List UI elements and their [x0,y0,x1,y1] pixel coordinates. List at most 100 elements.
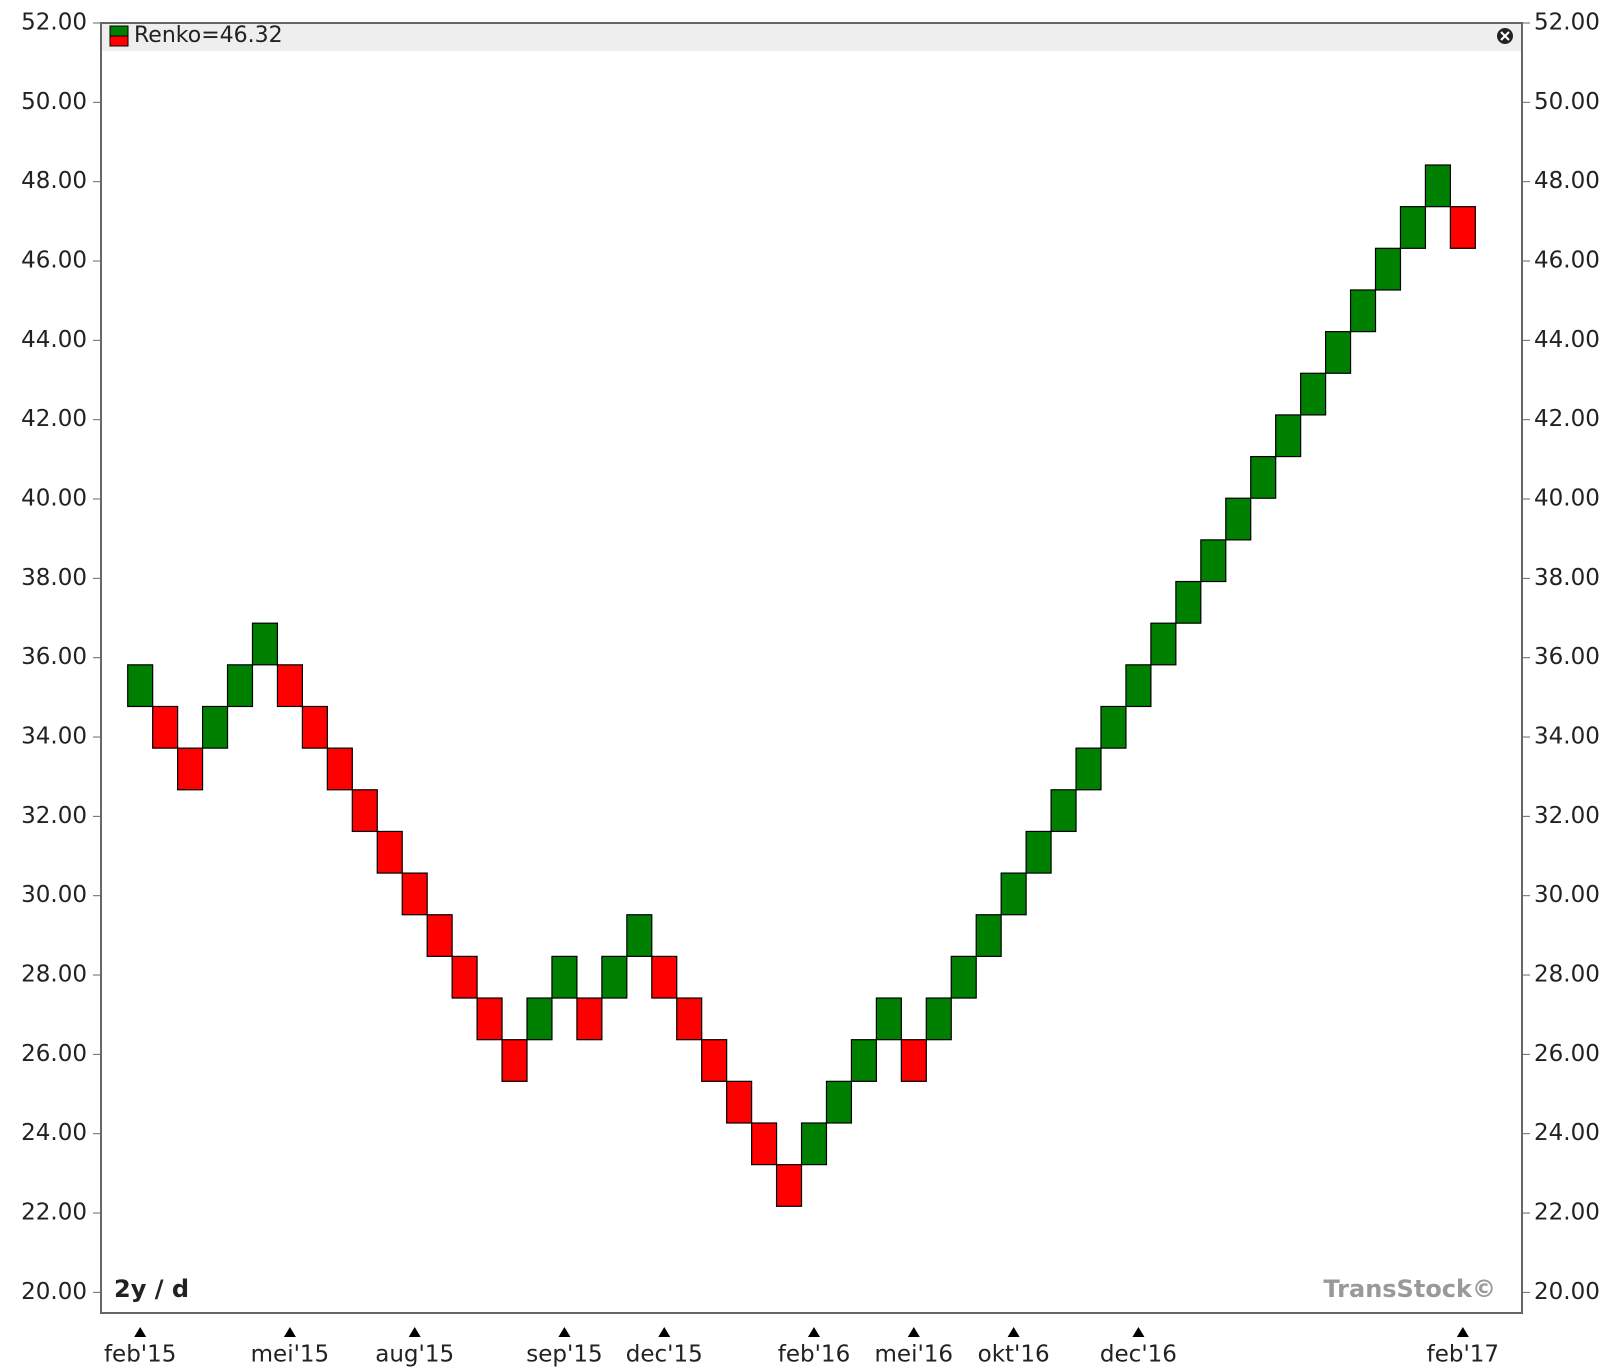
x-tick-marker [1007,1327,1020,1337]
renko-brick [1025,830,1052,874]
y-tick-label-right: 42.00 [1534,406,1600,432]
renko-brick [1125,664,1152,708]
y-tick-label-right: 50.00 [1534,89,1600,115]
renko-brick [127,664,154,708]
x-tick-label: feb'16 [778,1342,850,1368]
renko-brick [1300,372,1327,416]
x-tick-marker [807,1327,820,1337]
x-tick-label: mei'16 [875,1342,954,1368]
renko-brick [925,997,952,1041]
y-tick-label-left: 36.00 [21,644,87,670]
y-tick-label-left: 44.00 [21,327,87,353]
renko-brick [251,622,279,666]
y-tick-label-left: 20.00 [21,1279,87,1305]
legend-label: Renko=46.32 [134,23,283,48]
renko-brick [376,830,403,874]
x-tick-marker [1132,1327,1145,1337]
y-tick-label-right: 32.00 [1534,803,1600,829]
y-tick-label-left: 46.00 [21,248,87,274]
renko-brick [1424,164,1451,208]
watermark: TransStock© [1323,1275,1496,1303]
legend-down-swatch [109,35,129,47]
renko-brick [401,872,428,916]
renko-brick [201,705,229,749]
renko-brick [1050,789,1077,833]
x-tick-label: dec'16 [1100,1342,1177,1368]
y-tick-label-right: 22.00 [1534,1200,1600,1226]
renko-brick [576,997,603,1041]
renko-brick [701,1039,728,1082]
renko-brick [301,705,328,749]
x-tick-label: sep'15 [526,1342,602,1368]
renko-brick [1275,414,1302,458]
renko-brick [1449,206,1476,249]
x-tick-label: mei'15 [251,1342,330,1368]
y-tick-label-left: 52.00 [21,10,87,36]
y-tick-label-left: 42.00 [21,406,87,432]
x-tick-label: dec'15 [626,1342,703,1368]
renko-brick [426,914,453,957]
y-tick-label-left: 26.00 [21,1041,87,1067]
renko-brick [476,997,503,1041]
x-tick-label: feb'17 [1427,1342,1499,1368]
y-tick-label-left: 28.00 [21,962,87,988]
renko-brick [177,747,204,791]
x-tick-label: feb'15 [104,1342,176,1368]
x-tick-marker [283,1327,296,1337]
y-tick-label-right: 40.00 [1534,486,1600,512]
y-tick-label-right: 20.00 [1534,1279,1600,1305]
renko-brick [775,1164,803,1207]
renko-brick [326,747,353,791]
renko-brick [152,705,179,749]
y-tick-label-right: 52.00 [1534,10,1600,36]
y-tick-label-left: 30.00 [21,882,87,908]
renko-brick [526,997,553,1041]
renko-brick [1225,497,1252,541]
x-tick-label: aug'15 [375,1342,454,1368]
y-tick-label-right: 48.00 [1534,168,1600,194]
renko-brick [626,914,653,957]
renko-brick [351,789,378,833]
renko-brick [900,1039,927,1082]
y-tick-label-left: 22.00 [21,1200,87,1226]
renko-brick [501,1039,528,1082]
renko-brick [1324,331,1352,374]
y-tick-label-right: 44.00 [1534,327,1600,353]
renko-brick [651,955,678,999]
renko-brick [875,997,902,1041]
x-tick-marker [907,1327,920,1337]
header-bar [102,24,1521,51]
renko-brick [1349,289,1377,333]
renko-brick [551,955,578,999]
renko-brick [276,664,303,708]
renko-brick [726,1080,753,1124]
y-tick-label-right: 46.00 [1534,248,1600,274]
renko-brick [1399,206,1427,249]
x-tick-marker [1456,1327,1469,1337]
renko-brick [451,955,478,999]
y-tick-label-left: 50.00 [21,89,87,115]
y-tick-label-right: 26.00 [1534,1041,1600,1067]
renko-brick [226,664,254,708]
renko-brick [1374,247,1402,291]
y-tick-label-right: 38.00 [1534,565,1600,591]
x-tick-marker [408,1327,421,1337]
y-tick-label-right: 24.00 [1534,1120,1600,1146]
renko-brick [1150,622,1177,666]
renko-brick [825,1080,853,1124]
y-tick-label-left: 48.00 [21,168,87,194]
renko-brick [1075,747,1102,791]
renko-brick [975,914,1002,957]
renko-brick [751,1122,778,1166]
legend-up-swatch [109,25,129,37]
renko-brick [850,1039,877,1082]
renko-brick [1000,872,1027,916]
renko-brick [601,955,628,999]
renko-brick [800,1122,828,1166]
renko-brick [1250,455,1277,499]
y-tick-label-right: 30.00 [1534,882,1600,908]
y-tick-label-left: 24.00 [21,1120,87,1146]
y-tick-label-left: 40.00 [21,486,87,512]
x-tick-marker [134,1327,147,1337]
